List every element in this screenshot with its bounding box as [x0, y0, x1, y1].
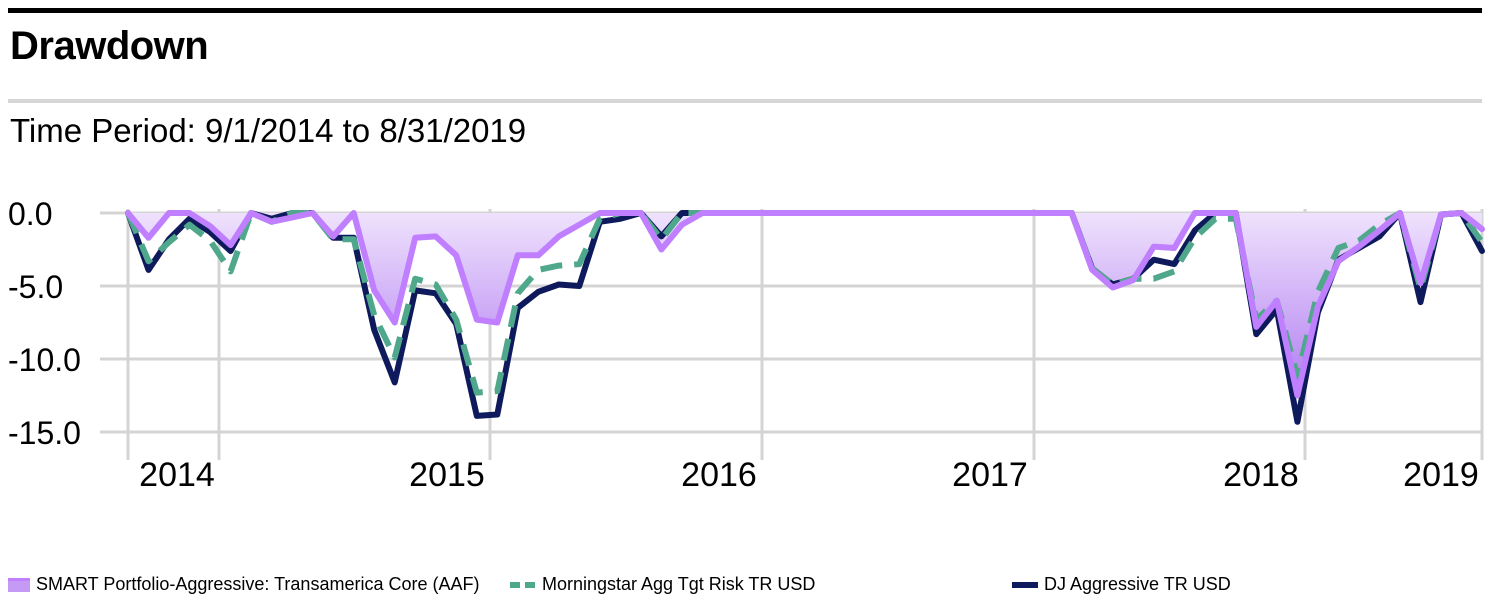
y-tick-label: 0.0 [8, 196, 52, 232]
y-tick-label: -5.0 [8, 269, 63, 305]
x-tick-label: 2019 [1403, 456, 1479, 494]
legend-label: Morningstar Agg Tgt Risk TR USD [542, 574, 816, 594]
legend-label: SMART Portfolio-Aggressive: Transamerica… [36, 574, 480, 594]
time-period-subtitle: Time Period: 9/1/2014 to 8/31/2019 [10, 112, 527, 149]
legend-label: DJ Aggressive TR USD [1044, 574, 1231, 594]
dashed-line-swatch-icon [510, 581, 536, 588]
legend-item-morningstar: Morningstar Agg Tgt Risk TR USD [510, 574, 815, 595]
drawdown-chart: 0.0 -5.0 -10.0 -15.0 2014 2015 2016 2017 2018 201… [8, 196, 1485, 494]
legend-item-smart-portfolio: SMART Portfolio-Aggressive: Transamerica… [8, 574, 479, 595]
solid-line-swatch-icon [1012, 581, 1038, 588]
title-divider [8, 99, 1482, 103]
smart-portfolio-line [125, 210, 1485, 399]
page-title: Drawdown [10, 24, 209, 68]
y-tick-label: -10.0 [8, 342, 81, 378]
chart-legend: SMART Portfolio-Aggressive: Transamerica… [0, 574, 1500, 598]
top-rule [8, 8, 1482, 13]
x-tick-label: 2016 [681, 456, 757, 494]
x-tick-label: 2015 [409, 456, 485, 494]
legend-item-dj-aggressive: DJ Aggressive TR USD [1012, 574, 1231, 595]
x-tick-label: 2018 [1223, 456, 1299, 494]
area-swatch-icon [8, 577, 30, 592]
y-tick-label: -15.0 [8, 415, 81, 451]
x-tick-label: 2017 [952, 456, 1028, 494]
x-tick-label: 2014 [139, 456, 215, 494]
